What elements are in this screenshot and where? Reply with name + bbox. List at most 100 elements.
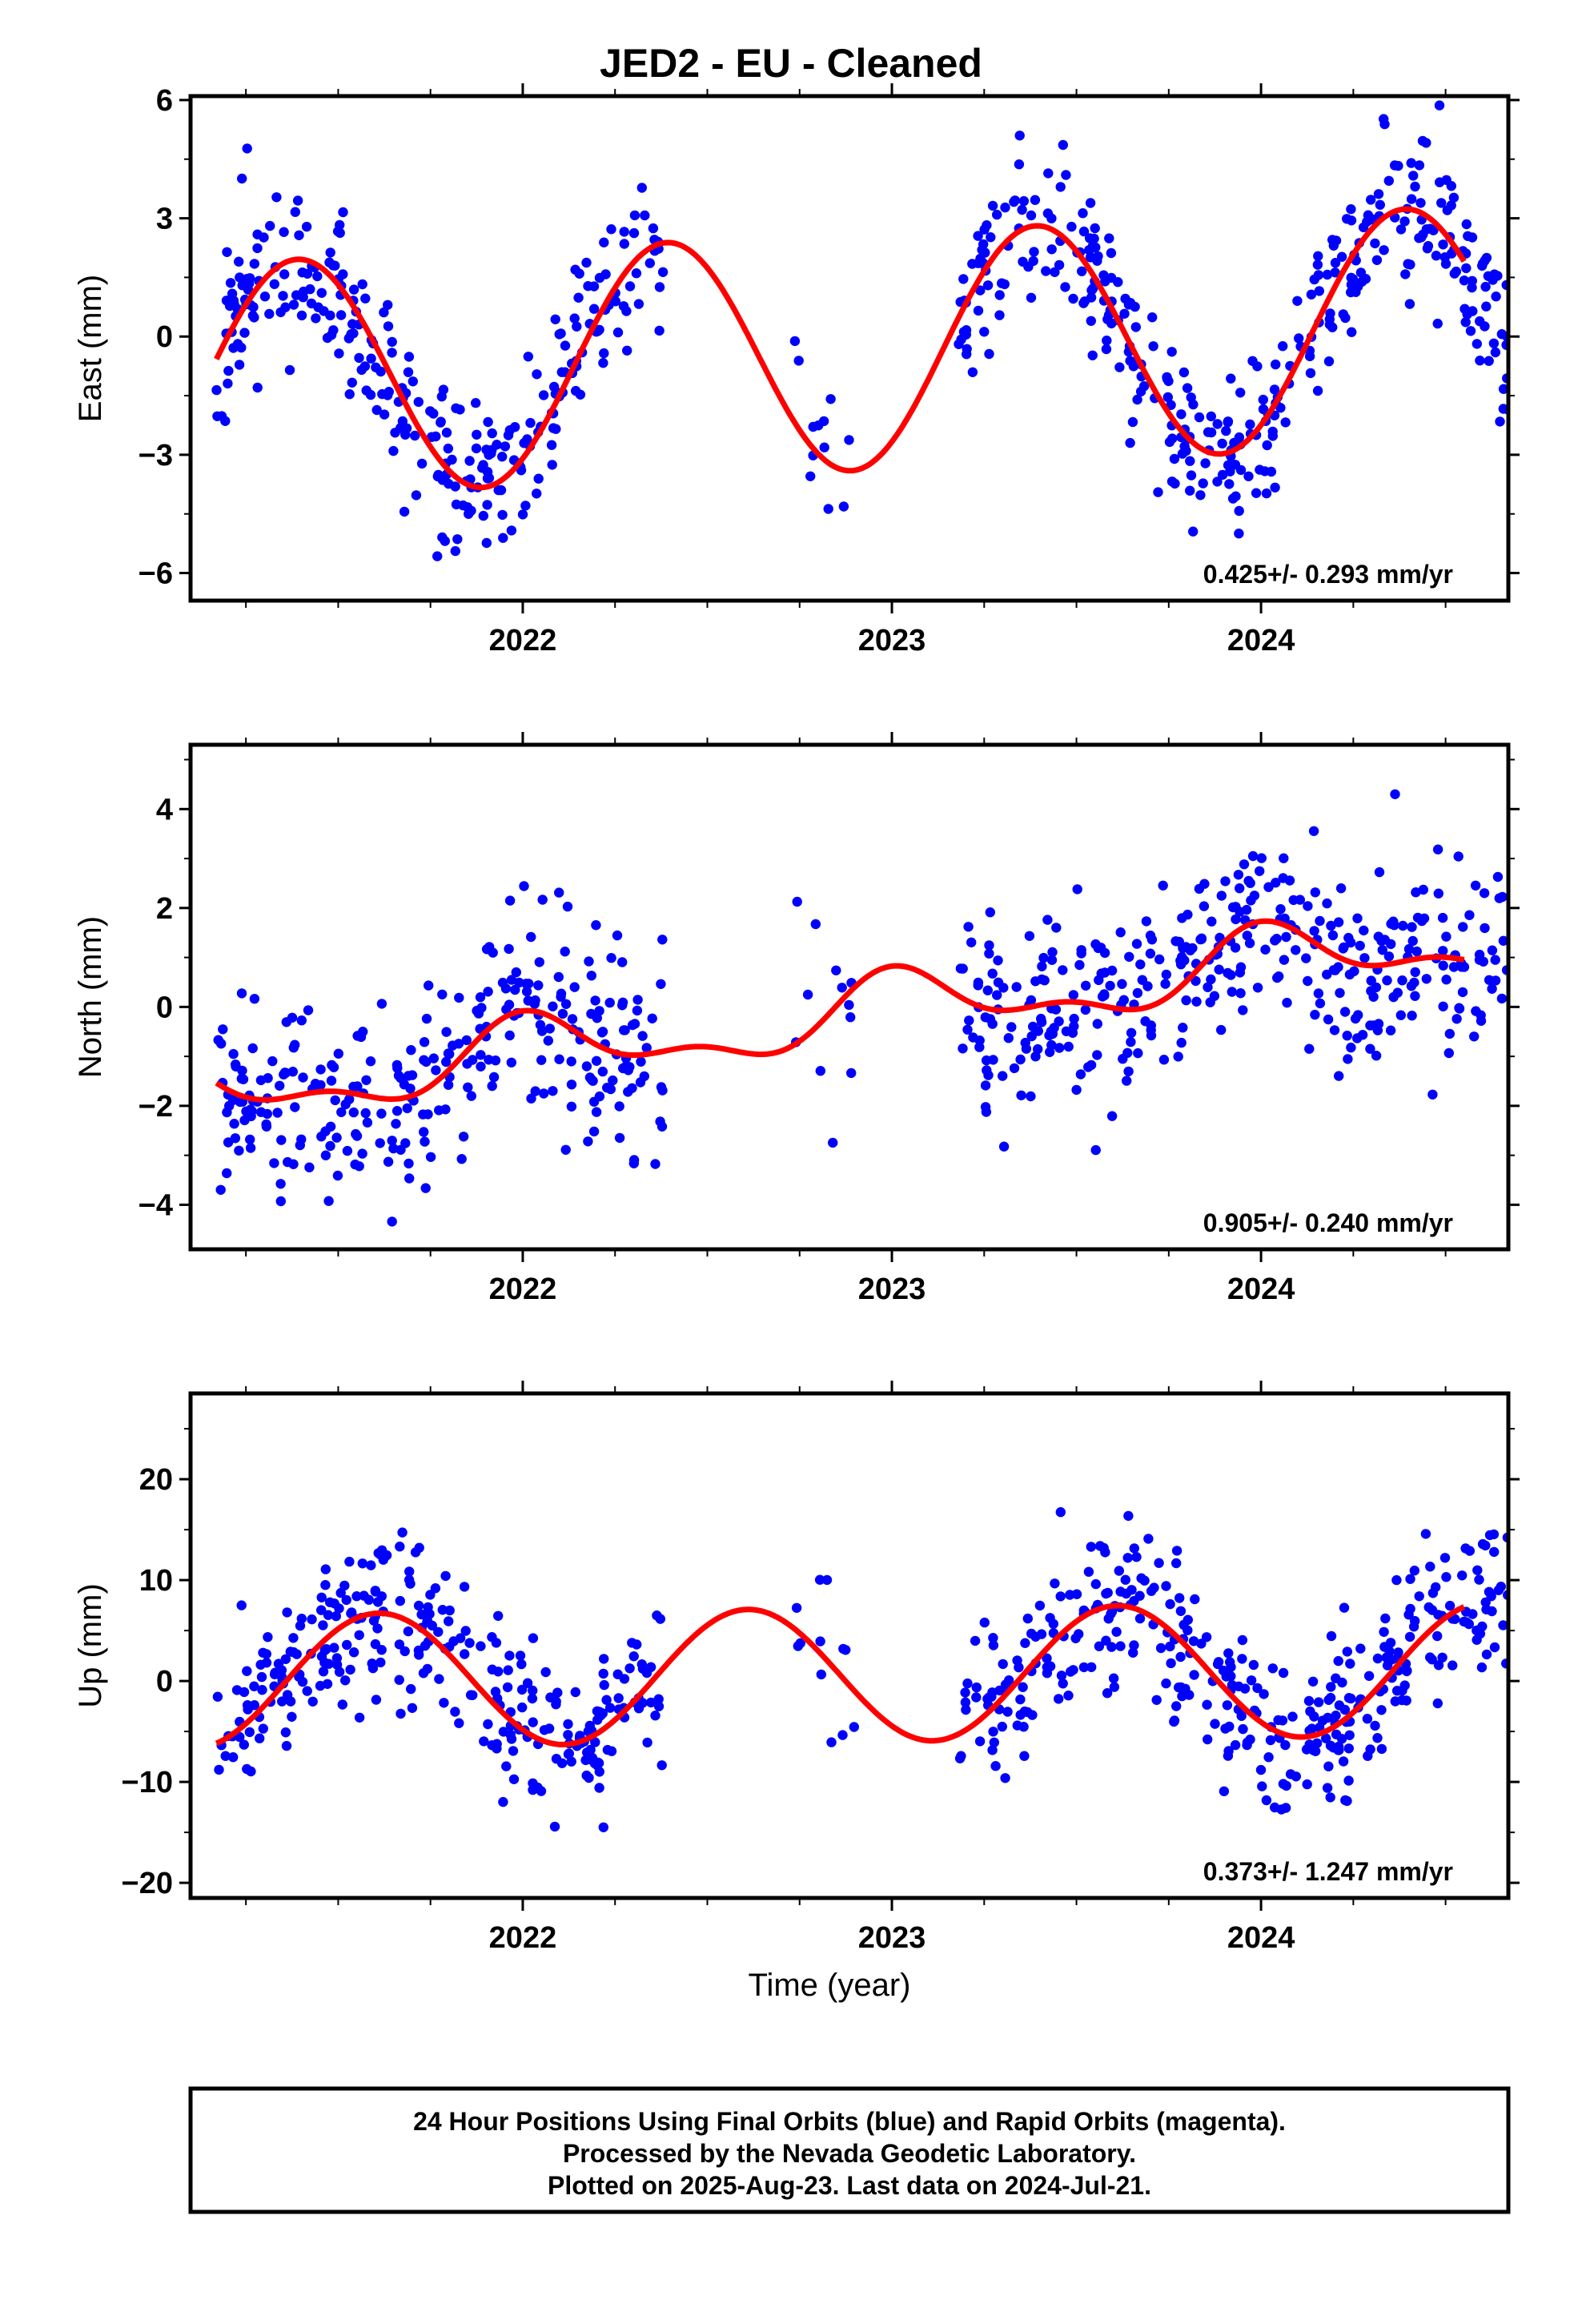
y-tick-label: 3 — [156, 203, 173, 236]
data-point — [841, 1645, 851, 1655]
data-point — [1282, 997, 1292, 1008]
data-point — [823, 504, 833, 514]
data-point — [1453, 851, 1464, 862]
data-point — [319, 1645, 330, 1656]
data-point — [1382, 975, 1392, 986]
data-point — [1130, 322, 1142, 332]
data-point — [1092, 1019, 1103, 1029]
data-point — [1291, 945, 1301, 955]
data-point — [1446, 248, 1457, 259]
data-point — [508, 1746, 519, 1756]
data-point — [330, 260, 340, 271]
data-point — [1117, 979, 1127, 989]
data-point — [410, 1547, 421, 1558]
data-point — [650, 1159, 661, 1169]
data-point — [1477, 1538, 1488, 1550]
data-point — [450, 1707, 460, 1717]
data-point — [1176, 409, 1186, 420]
data-point — [601, 1695, 612, 1705]
data-point — [1205, 997, 1215, 1007]
data-point — [1433, 1660, 1444, 1671]
data-point — [547, 460, 557, 470]
data-point — [383, 321, 394, 332]
y-axis-label: North (mm) — [73, 916, 108, 1078]
data-point — [1026, 1091, 1036, 1102]
data-point — [1114, 362, 1125, 372]
data-point — [437, 1605, 448, 1615]
data-point — [1226, 1662, 1236, 1672]
data-point — [1343, 1693, 1355, 1703]
data-point — [1488, 1529, 1500, 1540]
data-point — [1444, 1600, 1456, 1611]
data-point — [992, 990, 1002, 1000]
data-point — [1391, 1574, 1402, 1586]
data-point — [1186, 392, 1196, 403]
data-point — [1045, 1047, 1055, 1058]
data-point — [628, 1155, 640, 1165]
data-point — [1074, 959, 1085, 971]
data-point — [424, 1609, 435, 1619]
data-point — [1148, 341, 1158, 352]
data-point — [789, 336, 801, 347]
data-point — [363, 1594, 374, 1605]
data-point — [491, 1638, 502, 1648]
data-point — [1269, 384, 1280, 395]
data-point — [1216, 891, 1227, 901]
data-point — [1446, 200, 1456, 211]
data-point — [657, 935, 668, 945]
data-point — [1314, 286, 1325, 296]
data-point — [1115, 1641, 1126, 1651]
data-point — [525, 417, 536, 428]
data-point — [636, 1056, 646, 1068]
data-point — [482, 500, 492, 510]
data-point — [964, 1015, 974, 1026]
data-point — [545, 1692, 556, 1703]
data-point — [214, 1764, 224, 1775]
data-point — [441, 1056, 452, 1068]
data-point — [216, 1039, 227, 1049]
data-point — [294, 230, 304, 240]
data-point — [986, 1691, 997, 1702]
data-point — [220, 1751, 231, 1761]
data-point — [819, 442, 829, 452]
data-point — [1331, 1711, 1341, 1721]
data-point — [1312, 385, 1323, 396]
data-point — [416, 1609, 427, 1620]
data-point — [1223, 1648, 1234, 1659]
data-point — [793, 356, 804, 366]
data-point — [287, 1067, 298, 1077]
data-point — [1219, 1786, 1230, 1796]
data-point — [437, 532, 448, 543]
data-point — [584, 1772, 594, 1783]
data-point — [792, 896, 802, 907]
data-point — [434, 1674, 444, 1684]
data-point — [588, 1076, 598, 1086]
data-point — [591, 1055, 602, 1067]
data-point — [1099, 989, 1110, 999]
data-point — [387, 348, 397, 358]
data-point — [973, 305, 984, 316]
data-point — [1470, 880, 1481, 891]
data-point — [1129, 1640, 1139, 1651]
data-point — [407, 1703, 418, 1713]
data-point — [278, 291, 288, 301]
data-point — [560, 340, 571, 351]
data-point — [452, 534, 463, 545]
data-point — [1480, 281, 1491, 292]
y-axis-label: Up (mm) — [73, 1583, 108, 1708]
data-point — [1347, 327, 1357, 337]
data-point — [554, 329, 564, 340]
data-point — [326, 1076, 337, 1086]
data-point — [501, 1761, 512, 1771]
data-point — [301, 221, 312, 232]
data-point — [354, 1712, 365, 1723]
data-point — [212, 1691, 223, 1702]
data-point — [1154, 1558, 1164, 1568]
data-point — [1075, 1069, 1086, 1080]
data-point — [1376, 935, 1387, 947]
data-point — [586, 1008, 596, 1019]
data-point — [1398, 920, 1408, 931]
data-point — [1459, 962, 1470, 972]
data-point — [1305, 368, 1316, 379]
data-point — [1174, 1593, 1185, 1603]
